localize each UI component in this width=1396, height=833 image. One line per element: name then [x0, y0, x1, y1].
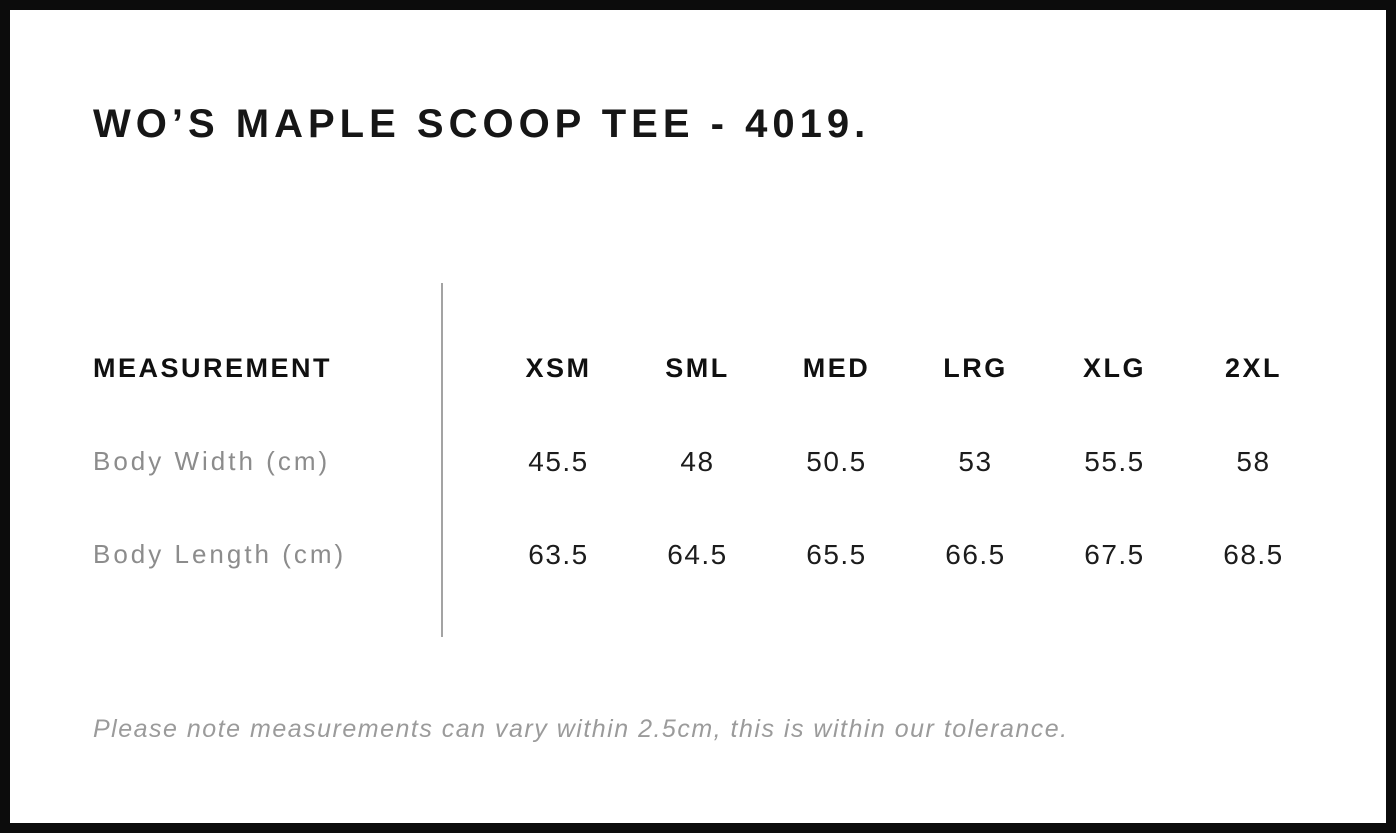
column-header-measurement: MEASUREMENT [93, 353, 333, 383]
body-length-2xl-value: 68.5 [1223, 538, 1284, 570]
tolerance-note: Please note measurements can vary within… [93, 715, 1069, 743]
body-length-xsm-value: 63.5 [528, 538, 589, 570]
column-header-med: MED [802, 353, 871, 383]
size-table: MEASUREMENT XSM SML MED LRG XLG 2XL Body… [93, 322, 1323, 601]
body-width-med-value: 50.5 [806, 445, 867, 477]
body-length-lrg-value: 66.5 [945, 538, 1006, 570]
body-length-xlg-value: 67.5 [1084, 538, 1145, 570]
body-width-2xl-value: 58 [1236, 445, 1271, 477]
page-title: WO’S MAPLE SCOOP TEE - 4019. [93, 102, 871, 146]
row-label-body-length: Body Length (cm) [93, 539, 347, 569]
body-width-xsm-value: 45.5 [528, 445, 589, 477]
column-header-sml: SML [665, 353, 730, 383]
table-divider-line [441, 283, 443, 637]
body-width-lrg-value: 53 [958, 445, 993, 477]
column-header-lrg: LRG [943, 353, 1008, 383]
column-header-2xl: 2XL [1224, 353, 1283, 383]
row-label-body-width: Body Width (cm) [93, 446, 331, 476]
body-width-sml-value: 48 [680, 445, 715, 477]
body-length-sml-value: 64.5 [667, 538, 728, 570]
body-width-xlg-value: 55.5 [1084, 445, 1145, 477]
column-header-xsm: XSM [525, 353, 592, 383]
column-header-xlg: XLG [1082, 353, 1146, 383]
body-length-med-value: 65.5 [806, 538, 867, 570]
